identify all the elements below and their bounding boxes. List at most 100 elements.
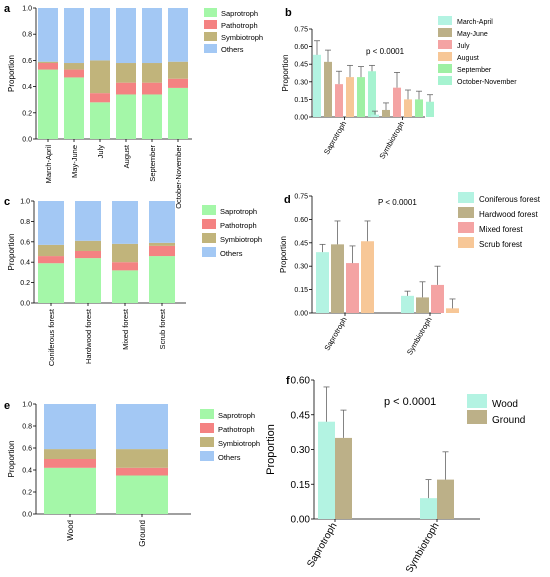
legend-label: Saprotroph	[221, 9, 258, 18]
x-tick-label: Saprotroph	[305, 521, 339, 569]
bar-pathotroph-mixed-forest	[112, 262, 138, 271]
bar-saprotroph-ground	[335, 437, 352, 519]
y-tick-label: 0.45	[294, 62, 308, 69]
legend-label: July	[457, 43, 470, 50]
y-tick-label: 0.0	[20, 300, 30, 307]
y-tick-label: 0.0	[22, 136, 32, 143]
legend-swatch	[458, 192, 474, 203]
legend-swatch	[204, 44, 217, 53]
y-axis-label: Proportion	[7, 441, 16, 478]
bar-symbiotroph-august	[116, 63, 136, 83]
bar-pathotroph-scrub-forest	[149, 245, 175, 257]
bar-symbiotroph-august	[404, 99, 412, 117]
panel-label: b	[285, 7, 292, 19]
x-tick-label: March-April	[44, 145, 53, 184]
y-tick-label: 0.60	[294, 217, 308, 224]
bar-symbiotroph-coniferous-forest	[401, 295, 414, 313]
bar-symbiotroph-july	[393, 87, 401, 117]
legend-label: Others	[221, 45, 244, 54]
bar-symbiotroph-september	[415, 99, 423, 117]
legend-swatch	[200, 437, 214, 447]
bar-saprotroph-august	[116, 94, 136, 139]
legend-swatch	[438, 64, 452, 73]
bar-symbiotroph-hardwood-forest	[75, 240, 101, 251]
bar-symbiotroph-mixed-forest	[112, 243, 138, 263]
bar-pathotroph-august	[116, 82, 136, 95]
y-tick-label: 0.15	[291, 480, 311, 491]
legend-label: Others	[220, 249, 243, 258]
bar-saprotroph-wood	[44, 467, 96, 514]
legend-label: Symbiotroph	[220, 235, 262, 244]
legend-label: Saprotroph	[218, 411, 255, 420]
y-tick-label: 1.0	[22, 401, 32, 408]
x-tick-label: August	[122, 144, 131, 168]
bar-symbiotroph-ground	[437, 479, 454, 519]
bar-saprotroph-scrub-forest	[361, 241, 374, 313]
panel-label: e	[4, 400, 10, 412]
bar-pathotroph-july	[90, 93, 110, 103]
bar-saprotroph-mixed-forest	[346, 263, 359, 313]
y-tick-label: 0.8	[22, 32, 32, 39]
y-tick-label: 0.00	[291, 515, 311, 526]
bar-symbiotroph-ground	[116, 449, 168, 468]
bar-saprotroph-may-june	[64, 77, 84, 139]
bar-saprotroph-coniferous-forest	[316, 252, 329, 313]
panel-f: f 0.00 0.15 0.30 0.45 0.60 Proportion Saprotrop…	[265, 375, 525, 575]
bar-pathotroph-september	[142, 82, 162, 95]
legend-swatch	[204, 20, 217, 29]
bar-pathotroph-march-april	[38, 63, 58, 70]
legend-label: October-November	[457, 79, 517, 86]
bar-others-hardwood-forest	[75, 201, 101, 241]
x-tick-label: Scrub forest	[158, 308, 167, 349]
x-tick-label: October-November	[174, 145, 183, 209]
y-tick-label: 0.60	[291, 376, 311, 387]
legend-swatch	[458, 222, 474, 233]
y-tick-label: 0.8	[22, 423, 32, 430]
bar-pathotroph-hardwood-forest	[75, 250, 101, 259]
bar-symbiotroph-march-april	[371, 114, 379, 117]
panel-b: b 0.00 0.15 0.30 0.45 0.60 0.75 Proportion Sapro…	[281, 7, 517, 160]
legend-label: Others	[218, 453, 241, 462]
legend-swatch	[467, 410, 487, 424]
bar-symbiotroph-july	[90, 60, 110, 94]
bar-pathotroph-october-november	[168, 78, 188, 88]
y-tick-label: 0.6	[22, 58, 32, 65]
bar-others-scrub-forest	[149, 201, 175, 243]
bar-symbiotroph-october-november	[168, 61, 188, 79]
bar-pathotroph-wood	[44, 459, 96, 468]
y-tick-label: 0.6	[22, 445, 32, 452]
x-tick-label: Symbiotroph	[377, 120, 406, 161]
bar-saprotroph-october-november	[168, 87, 188, 139]
bar-symbiotroph-wood	[44, 449, 96, 459]
legend-label: Hardwood forest	[479, 210, 538, 219]
legend-label: Pathotroph	[220, 221, 257, 230]
legend-swatch	[458, 237, 474, 248]
bar-others-ground	[116, 404, 168, 450]
legend-swatch	[202, 219, 216, 229]
y-axis-label: Proportion	[281, 55, 290, 92]
y-tick-label: 0.2	[22, 110, 32, 117]
panel-d: d 0.00 0.15 0.30 0.45 0.60 0.75 Proportion Sapro…	[279, 192, 541, 356]
y-tick-label: 0.2	[22, 489, 32, 496]
x-tick-label: July	[96, 145, 105, 159]
legend-swatch	[202, 205, 216, 215]
legend-swatch	[200, 451, 214, 461]
x-tick-label: Symbiotroph	[405, 316, 434, 357]
x-tick-label: Saprotroph	[322, 120, 348, 157]
bar-symbiotroph-may-june	[382, 109, 390, 117]
x-tick-label: Ground	[138, 520, 147, 547]
y-tick-label: 0.15	[294, 287, 308, 294]
bar-others-march-april	[38, 8, 58, 62]
bar-saprotroph-may-june	[324, 61, 332, 117]
legend-label: Wood	[492, 399, 518, 410]
legend-label: March-April	[457, 19, 493, 26]
significance-annotation: P < 0.0001	[378, 198, 417, 207]
y-axis-label: Proportion	[7, 234, 16, 271]
bar-others-may-june	[64, 8, 84, 64]
bar-pathotroph-ground	[116, 467, 168, 476]
bar-saprotroph-march-april	[313, 54, 321, 117]
bar-saprotroph-september	[142, 94, 162, 139]
bar-others-wood	[44, 404, 96, 450]
